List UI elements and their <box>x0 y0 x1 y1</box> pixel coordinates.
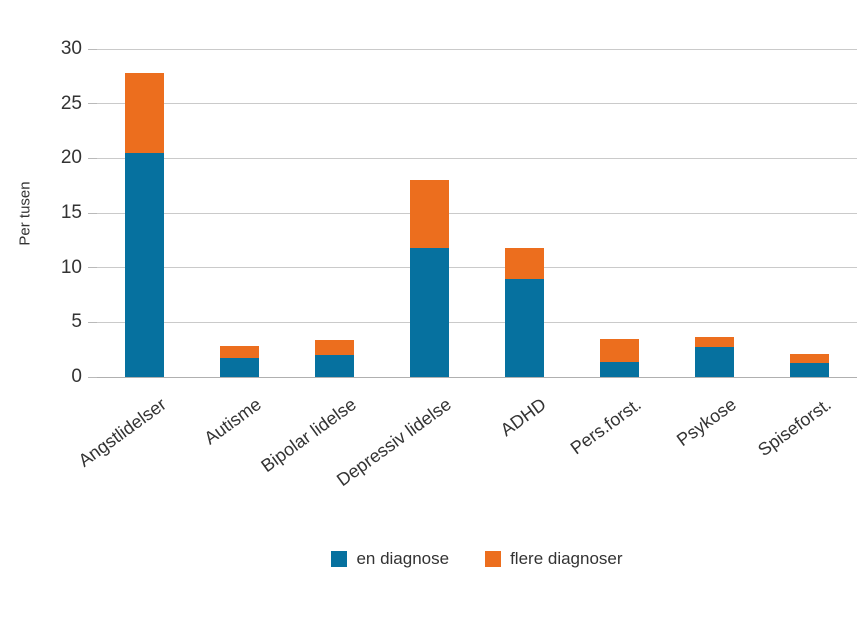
bar-segment-en-diagnose <box>220 358 259 377</box>
legend-item: flere diagnoser <box>485 549 623 569</box>
bar-segment-en-diagnose <box>315 355 354 377</box>
bar-segment-flere-diagnoser <box>410 180 449 248</box>
bar-segment-flere-diagnoser <box>505 248 544 279</box>
y-tick <box>88 48 97 50</box>
y-tick <box>88 321 97 323</box>
x-axis-label: Pers.forst. <box>567 394 646 459</box>
bar-segment-en-diagnose <box>790 362 829 377</box>
x-axis-label: Angstlidelser <box>75 394 171 471</box>
y-tick-label: 30 <box>60 38 82 59</box>
legend-item: en diagnose <box>331 549 449 569</box>
gridline <box>97 103 857 105</box>
y-tick <box>88 103 97 105</box>
legend-swatch <box>485 551 502 567</box>
plot-area: 0 5 10 15 20 25 30 Angstlidelser Autisme Bipolar … <box>61 38 857 490</box>
bar-segment-flere-diagnoser <box>695 336 734 348</box>
gridline <box>97 157 857 159</box>
bar-segment-en-diagnose <box>125 152 164 377</box>
gridline <box>97 321 857 323</box>
bar-segment-en-diagnose <box>505 278 544 377</box>
x-axis-label: Spiseforst. <box>754 394 836 461</box>
y-tick-label: 15 <box>60 202 82 223</box>
y-tick <box>88 267 97 269</box>
legend-label: en diagnose <box>356 549 450 568</box>
bar-segment-flere-diagnoser <box>125 73 164 153</box>
y-tick-label: 0 <box>71 366 82 387</box>
y-tick-label: 5 <box>71 311 82 333</box>
y-tick-label: 25 <box>60 92 82 114</box>
x-axis-label: ADHD <box>497 394 551 441</box>
gridline <box>97 48 857 50</box>
bar-segment-flere-diagnoser <box>315 339 354 356</box>
x-axis-label: Psykose <box>673 394 741 451</box>
bar-segment-flere-diagnoser <box>790 354 829 363</box>
x-axis-line <box>97 376 857 378</box>
legend-swatch <box>331 551 348 567</box>
y-tick <box>88 376 97 378</box>
x-axis-label: Autisme <box>200 394 266 449</box>
gridline <box>97 212 857 214</box>
bar-segment-en-diagnose <box>695 347 734 377</box>
bar-segment-en-diagnose <box>600 361 639 377</box>
bar-segment-flere-diagnoser <box>220 346 259 359</box>
y-tick-label: 20 <box>60 147 82 169</box>
y-tick <box>88 212 97 214</box>
bar-segment-flere-diagnoser <box>600 338 639 362</box>
gridline <box>97 267 857 269</box>
legend-label: flere diagnoser <box>510 549 623 568</box>
y-tick <box>88 157 97 159</box>
bar-segment-en-diagnose <box>410 248 449 377</box>
y-tick-label: 10 <box>60 256 82 278</box>
legend: en diagnose flere diagnoser <box>97 549 857 569</box>
